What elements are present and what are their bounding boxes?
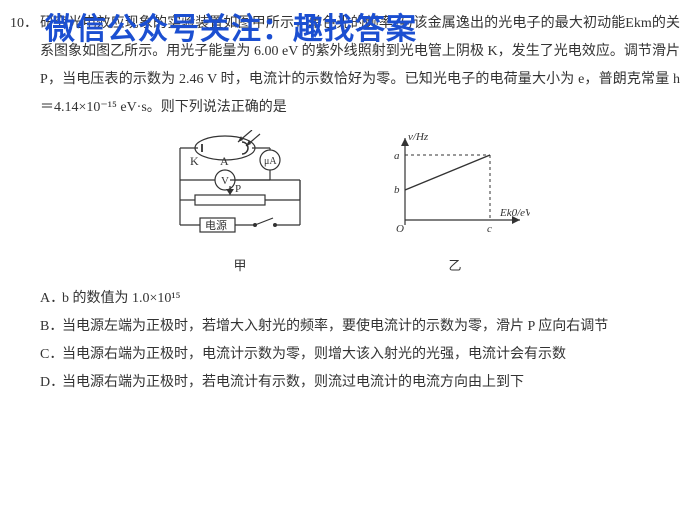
choice-B-text: 当电源左端为正极时，若增大入射光的频率，要使电流计的示数为零，滑片 P 应向右调… (62, 319, 608, 334)
label-V: V (221, 175, 229, 187)
choice-D-text: 当电源右端为正极时，若电流计有示数，则流过电流计的电流方向由上到下 (62, 375, 524, 390)
label-A: A (220, 154, 229, 168)
choice-B: B．当电源左端为正极时，若增大入射光的频率，要使电流计的示数为零，滑片 P 应向… (40, 313, 680, 341)
label-P: P (235, 183, 241, 195)
choice-A-text: b 的数值为 1.0×10¹⁵ (62, 291, 180, 306)
watermark-text: 微信公众号关注：趣找答案 (45, 0, 417, 60)
graph-svg: ν/Hz Ek0/eV a b c O (380, 130, 530, 240)
choice-C: C．当电源右端为正极时，电流计示数为零，则增大该入射光的光强，电流计会有示数 (40, 341, 680, 369)
graph-x-label: Ek0/eV (499, 207, 530, 219)
choice-A-label: A． (40, 285, 62, 313)
graph-a: a (394, 150, 400, 162)
choice-D: D．当电源右端为正极时，若电流计有示数，则流过电流计的电流方向由上到下 (40, 369, 680, 397)
figure-caption-1: 甲 (160, 253, 320, 279)
figure-circuit: K A μA V P (160, 130, 320, 279)
choice-D-label: D． (40, 369, 62, 397)
label-K: K (190, 154, 199, 168)
choice-A: A．b 的数值为 1.0×10¹⁵ (40, 285, 680, 313)
figure-graph: ν/Hz Ek0/eV a b c O 乙 (380, 130, 530, 279)
choice-C-label: C． (40, 341, 62, 369)
choice-C-text: 当电源右端为正极时，电流计示数为零，则增大该入射光的光强，电流计会有示数 (62, 347, 566, 362)
choice-B-label: B． (40, 313, 62, 341)
figure-caption-2: 乙 (380, 253, 530, 279)
choices-list: A．b 的数值为 1.0×10¹⁵ B．当电源左端为正极时，若增大入射光的频率，… (40, 285, 680, 397)
label-source: 电源 (205, 218, 227, 232)
graph-y-label: ν/Hz (408, 131, 429, 143)
graph-b: b (394, 184, 400, 196)
problem-number: 10． (10, 10, 40, 122)
circuit-svg: K A μA V P (160, 130, 320, 240)
label-uA: μA (264, 156, 277, 167)
graph-origin: O (396, 223, 404, 235)
graph-c: c (487, 223, 492, 235)
figures-row: K A μA V P (10, 130, 680, 279)
